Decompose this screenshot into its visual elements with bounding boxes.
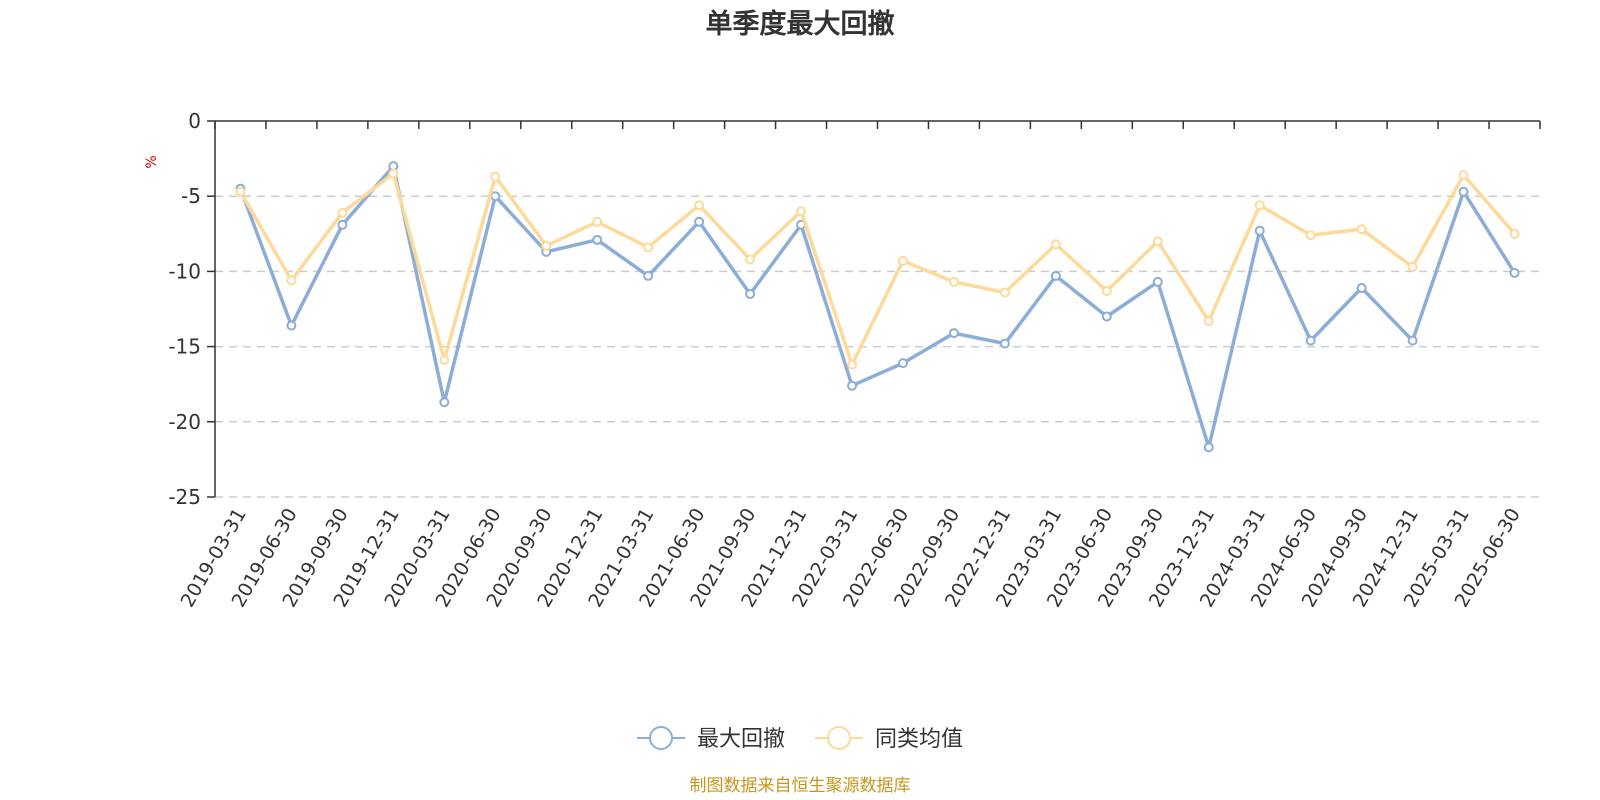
data-point xyxy=(337,207,348,218)
data-point xyxy=(1050,239,1061,250)
legend[interactable]: 最大回撤 同类均值 xyxy=(637,726,963,752)
data-point xyxy=(643,270,654,281)
data-point xyxy=(1356,282,1367,293)
data-point xyxy=(592,216,603,227)
y-unit-label: % xyxy=(144,155,160,168)
data-point xyxy=(235,186,246,197)
data-point xyxy=(1356,224,1367,235)
data-point xyxy=(286,320,297,331)
data-point xyxy=(490,191,501,202)
data-point xyxy=(745,288,756,299)
legend-marker xyxy=(827,726,851,750)
data-point xyxy=(337,219,348,230)
data-point xyxy=(286,275,297,286)
data-point xyxy=(439,355,450,366)
data-point xyxy=(1152,276,1163,287)
series-line xyxy=(238,164,1516,450)
data-point xyxy=(541,240,552,251)
y-tick-label: 0 xyxy=(188,109,201,133)
y-tick-label: -25 xyxy=(168,485,201,509)
data-point xyxy=(592,234,603,245)
data-point xyxy=(999,287,1010,298)
y-tick-label: -10 xyxy=(168,259,201,283)
data-point xyxy=(847,359,858,370)
data-point xyxy=(1305,335,1316,346)
y-tick-label: -15 xyxy=(168,335,201,359)
legend-item[interactable]: 同类均值 xyxy=(815,726,963,752)
y-tick-label: -5 xyxy=(181,184,201,208)
data-point xyxy=(1305,230,1316,241)
data-point xyxy=(1050,270,1061,281)
data-point xyxy=(999,338,1010,349)
data-point xyxy=(1254,225,1265,236)
series-group xyxy=(235,168,1520,370)
series-lines xyxy=(235,161,1520,453)
data-point xyxy=(897,358,908,369)
data-point xyxy=(1101,285,1112,296)
data-point xyxy=(1458,170,1469,181)
data-point xyxy=(643,242,654,253)
data-point xyxy=(897,255,908,266)
data-point xyxy=(1254,200,1265,211)
data-point xyxy=(1407,261,1418,272)
chart-title: 单季度最大回撤 xyxy=(706,8,895,40)
series-group xyxy=(235,161,1520,453)
data-point xyxy=(745,254,756,265)
data-point xyxy=(1458,186,1469,197)
data-point xyxy=(694,216,705,227)
data-point xyxy=(1152,236,1163,247)
y-tick-label: -20 xyxy=(168,410,201,434)
data-point xyxy=(796,206,807,217)
data-point xyxy=(694,200,705,211)
data-point xyxy=(1407,335,1418,346)
source-note: 制图数据来自恒生聚源数据库 xyxy=(690,776,911,796)
series-line xyxy=(238,171,1516,367)
legend-item[interactable]: 最大回撤 xyxy=(637,726,785,752)
data-point xyxy=(490,171,501,182)
data-point xyxy=(1509,267,1520,278)
data-point xyxy=(948,276,959,287)
data-point xyxy=(1203,316,1214,327)
legend-marker xyxy=(649,726,673,750)
data-point xyxy=(1203,442,1214,453)
data-point xyxy=(439,397,450,408)
data-point xyxy=(388,168,399,179)
data-point xyxy=(1509,228,1520,239)
data-point xyxy=(847,380,858,391)
legend-label: 同类均值 xyxy=(875,727,963,752)
legend-label: 最大回撤 xyxy=(697,727,785,752)
grid-lines xyxy=(215,195,1540,498)
data-point xyxy=(948,328,959,339)
data-point xyxy=(1101,311,1112,322)
